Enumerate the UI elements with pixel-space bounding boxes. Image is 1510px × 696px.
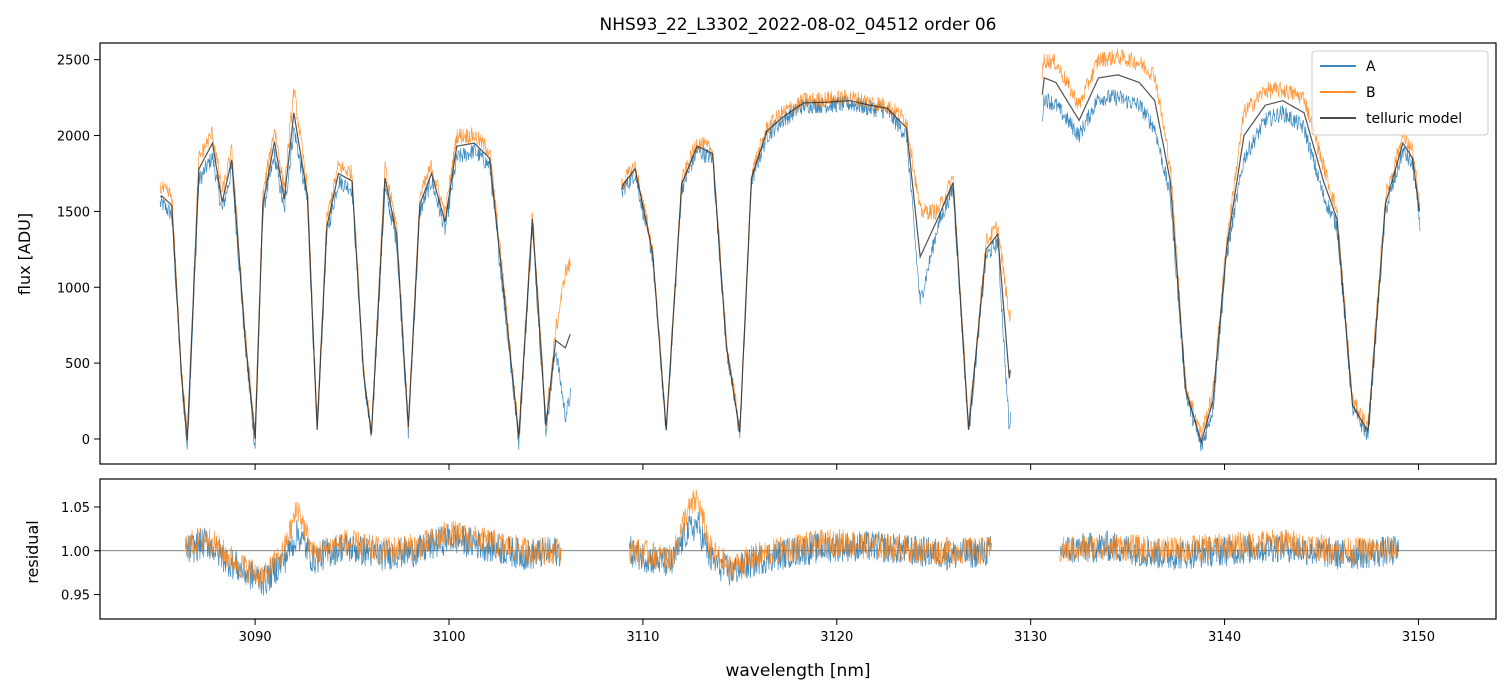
flux-line-a-seg0 [159, 126, 572, 450]
flux-ytick-label: 2000 [57, 130, 90, 145]
legend-label-b: B [1366, 85, 1376, 101]
residual-ytick-label: 0.95 [61, 589, 90, 604]
residual-series-group [100, 489, 1496, 596]
residual-panel-frame [99, 478, 1497, 620]
flux-plot-area [159, 48, 1421, 452]
flux-ytick-label: 2500 [57, 54, 90, 69]
residual-xtick-label: 3100 [432, 630, 465, 645]
flux-line-b-seg2 [1041, 48, 1421, 440]
residual-panel: 0.95 1.00 1.05 3090 3100 3110 3120 3130 3140 3150… [23, 478, 1497, 681]
residual-xtick-label: 3140 [1208, 630, 1241, 645]
flux-line-telluric-model-seg2 [1041, 74, 1420, 445]
flux-line-telluric-model-seg0 [160, 112, 571, 441]
residual-line-b-seg2 [1059, 529, 1399, 565]
residual-series-b [184, 489, 1399, 588]
flux-ytick-label: 1500 [57, 205, 90, 220]
flux-ytick-label: 1000 [57, 281, 90, 296]
flux-ytick-label: 0 [82, 433, 90, 448]
flux-panel: 0 500 1000 1500 2000 2500 flux [ADU] A B tell… [15, 42, 1497, 470]
residual-xtick-label: 3130 [1014, 630, 1047, 645]
residual-line-a-seg1 [628, 511, 992, 586]
flux-line-telluric-model-seg1 [621, 100, 1011, 433]
flux-axes: 0 500 1000 1500 2000 2500 [57, 54, 1419, 470]
residual-line-b-seg1 [628, 489, 992, 582]
flux-ytick-label: 500 [65, 357, 90, 372]
xlabel: wavelength [nm] [725, 661, 870, 681]
legend: A B telluric model [1311, 50, 1489, 136]
residual-axes: 0.95 1.00 1.05 3090 3100 3110 3120 3130 3140 3150 [61, 501, 1435, 645]
residual-xtick-label: 3120 [820, 630, 853, 645]
residual-ylabel: residual [23, 520, 42, 583]
residual-line-b-seg0 [184, 501, 562, 588]
legend-box [1311, 50, 1489, 136]
flux-panel-frame [99, 42, 1497, 465]
residual-xtick-label: 3110 [626, 630, 659, 645]
residual-plot-area [100, 489, 1496, 596]
legend-label-a: A [1366, 59, 1376, 75]
residual-xtick-label: 3150 [1402, 630, 1435, 645]
chart-title: NHS93_22_L3302_2022-08-02_04512 order 06 [600, 15, 997, 35]
flux-ylabel: flux [ADU] [15, 213, 34, 295]
residual-ytick-label: 1.05 [61, 501, 90, 516]
residual-xtick-label: 3090 [239, 630, 272, 645]
flux-series-group [159, 48, 1421, 452]
residual-ytick-label: 1.00 [61, 545, 90, 560]
legend-label-telluric: telluric model [1366, 111, 1462, 127]
flux-series-telluric-model [160, 74, 1420, 445]
